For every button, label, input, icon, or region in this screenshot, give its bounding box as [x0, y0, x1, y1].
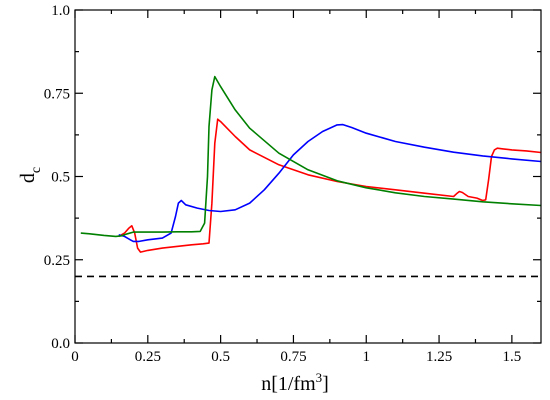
y-tick-label: 0.25	[44, 253, 70, 269]
series-layer	[80, 75, 542, 253]
y-axis-title: dc	[17, 167, 44, 183]
y-tick-label: 0.5	[51, 170, 70, 186]
x-tick-label: 0.75	[280, 349, 306, 365]
series-line-blue	[118, 123, 542, 243]
plot-frame	[74, 9, 542, 344]
series-line-red	[118, 118, 542, 253]
ticks-layer	[74, 9, 541, 344]
x-tick-label: 0.25	[135, 349, 161, 365]
x-tick-label: 1.5	[503, 349, 522, 365]
x-tick-label: 1.25	[426, 349, 452, 365]
x-axis-title-superscript: 3	[316, 370, 323, 385]
y-axis-title-subscript: c	[29, 167, 44, 173]
y-tick-label: 1.0	[51, 3, 70, 19]
y-tick-labels: 0.0 0.25 0.5 0.75 1.0	[44, 3, 70, 352]
x-tick-label: 0.5	[211, 349, 230, 365]
x-tick-labels: 0 0.25 0.5 0.75 1 1.25 1.5	[71, 349, 521, 365]
x-tick-label: 1	[363, 349, 371, 365]
x-axis-title-main: n[1/fm	[261, 373, 316, 395]
x-axis-title-tail: ]	[322, 373, 329, 395]
y-axis-title-main: d	[17, 173, 39, 183]
x-axis-title: n[1/fm3]	[261, 370, 329, 395]
series-line-green	[80, 75, 542, 238]
y-tick-label: 0.0	[51, 336, 70, 352]
y-tick-label: 0.75	[44, 86, 70, 102]
x-tick-label: 0	[71, 349, 79, 365]
